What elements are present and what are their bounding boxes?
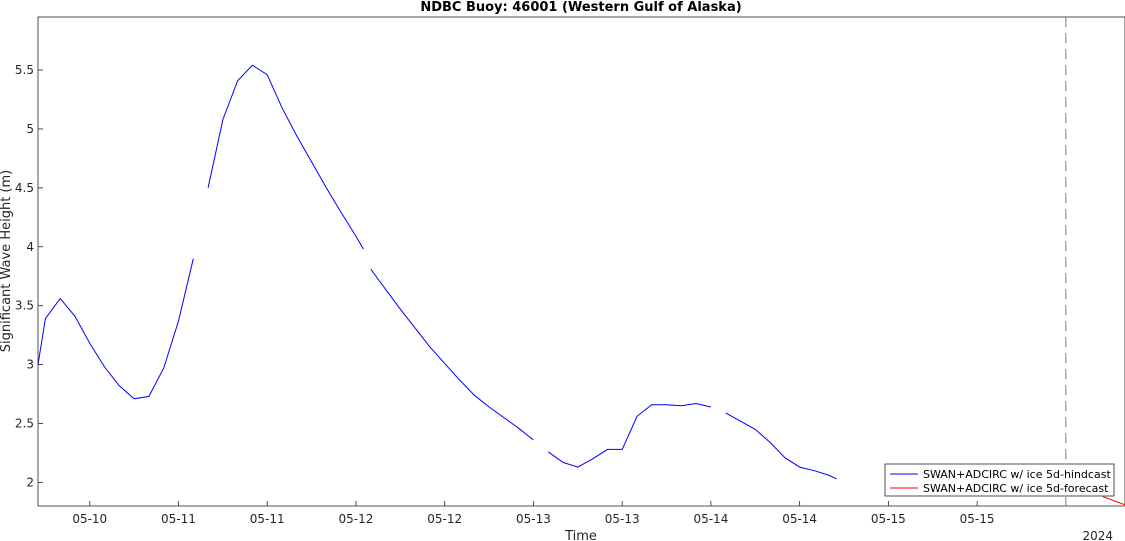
y-tick-label: 5 xyxy=(26,122,34,136)
legend-box xyxy=(884,463,1115,497)
x-axis-label: Time xyxy=(564,529,597,541)
legend-label-hindcast: SWAN+ADCIRC w/ ice 5d-hindcast xyxy=(923,468,1111,481)
chart-title: NDBC Buoy: 46001 (Western Gulf of Alaska… xyxy=(420,0,741,15)
x-tick-label: 05-14 xyxy=(693,512,728,526)
x-tick-label: 05-15 xyxy=(871,512,906,526)
x-tick-label: 05-12 xyxy=(427,512,462,526)
y-tick-label: 3 xyxy=(26,358,34,372)
y-axis-label: Significant Wave Height (m) xyxy=(0,170,14,352)
y-tick-label: 4.5 xyxy=(15,181,34,195)
y-tick-label: 5.5 xyxy=(15,63,34,77)
legend-label-forecast: SWAN+ADCIRC w/ ice 5d-forecast xyxy=(923,482,1109,495)
hindcast-line-segment xyxy=(547,402,712,468)
x-tick-label: 05-11 xyxy=(250,512,285,526)
hindcast-line-segment xyxy=(725,412,837,480)
y-axis: 2 2.5 3 3.5 4 4.5 5 5.5 xyxy=(15,63,43,489)
y-tick-label: 4 xyxy=(26,240,34,254)
hindcast-line-segment xyxy=(37,258,194,400)
x-tick-label: 05-13 xyxy=(605,512,640,526)
y-tick-label: 2 xyxy=(26,475,34,489)
x-axis: 05-10 05-11 05-11 05-12 05-12 05-13 05-13 05-14… xyxy=(72,501,995,526)
x-tick-label: 05-13 xyxy=(516,512,551,526)
x-axis-year-label: 2024 xyxy=(1082,529,1113,541)
x-tick-label: 05-12 xyxy=(339,512,374,526)
y-tick-label: 2.5 xyxy=(15,417,34,431)
x-tick-label: 05-10 xyxy=(72,512,107,526)
x-tick-label: 05-14 xyxy=(782,512,817,526)
y-tick-label: 3.5 xyxy=(15,299,34,313)
x-tick-label: 05-15 xyxy=(960,512,995,526)
series-lines xyxy=(37,64,1125,506)
x-tick-label: 05-11 xyxy=(161,512,196,526)
hindcast-line-segment xyxy=(370,268,534,441)
plot-area xyxy=(37,16,1125,507)
hindcast-line-segment xyxy=(207,64,364,250)
legend: SWAN+ADCIRC w/ ice 5d-hindcast SWAN+ADCI… xyxy=(884,463,1115,497)
forecast-line-segment xyxy=(1102,496,1125,506)
